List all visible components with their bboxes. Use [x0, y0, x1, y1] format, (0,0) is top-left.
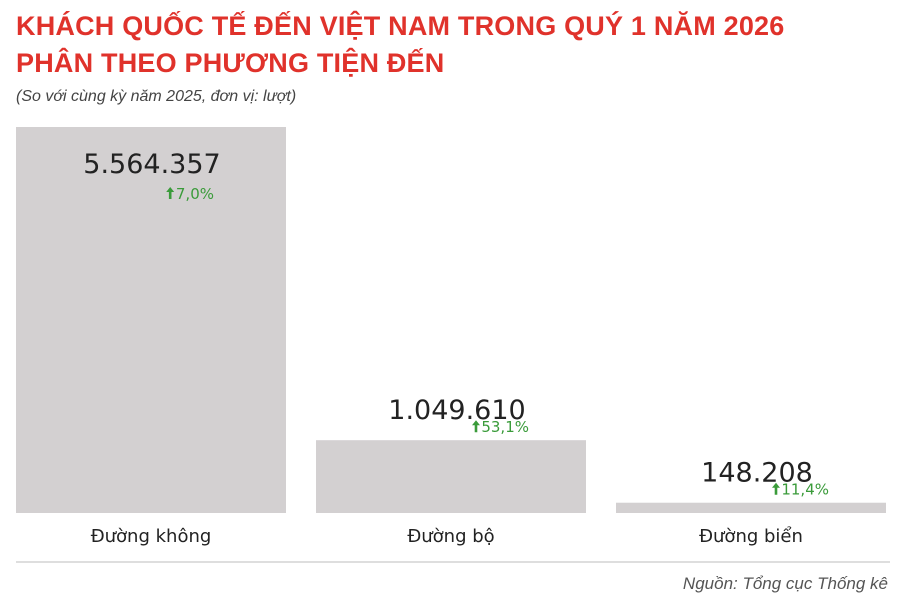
bar-value-label: 148.208	[701, 458, 813, 489]
growth-label: 53,1%	[481, 418, 529, 436]
arrow-up-icon	[166, 187, 175, 199]
growth-label: 7,0%	[176, 185, 214, 203]
title-line-1: KHÁCH QUỐC TẾ ĐẾN VIỆT NAM TRONG QUÝ 1 N…	[16, 11, 785, 41]
category-label: Đường không	[91, 526, 212, 547]
arrow-up-icon	[772, 482, 780, 495]
bar-value-label: 1.049.610	[388, 395, 525, 426]
arrow-up-icon	[472, 420, 480, 433]
bar	[616, 502, 886, 513]
bar	[316, 440, 586, 513]
chart-title: KHÁCH QUỐC TẾ ĐẾN VIỆT NAM TRONG QUÝ 1 N…	[16, 8, 785, 82]
chart-subtitle: (So với cùng kỳ năm 2025, đơn vị: lượt)	[16, 88, 297, 105]
bar	[16, 127, 286, 513]
category-label: Đường bộ	[407, 526, 494, 547]
growth-label: 11,4%	[781, 481, 829, 499]
category-label: Đường biển	[699, 526, 803, 547]
source-note: Nguồn: Tổng cục Thống kê	[682, 574, 888, 593]
bar-value-label: 5.564.357	[83, 149, 220, 180]
title-line-2: PHÂN THEO PHƯƠNG TIỆN ĐẾN	[16, 48, 445, 78]
